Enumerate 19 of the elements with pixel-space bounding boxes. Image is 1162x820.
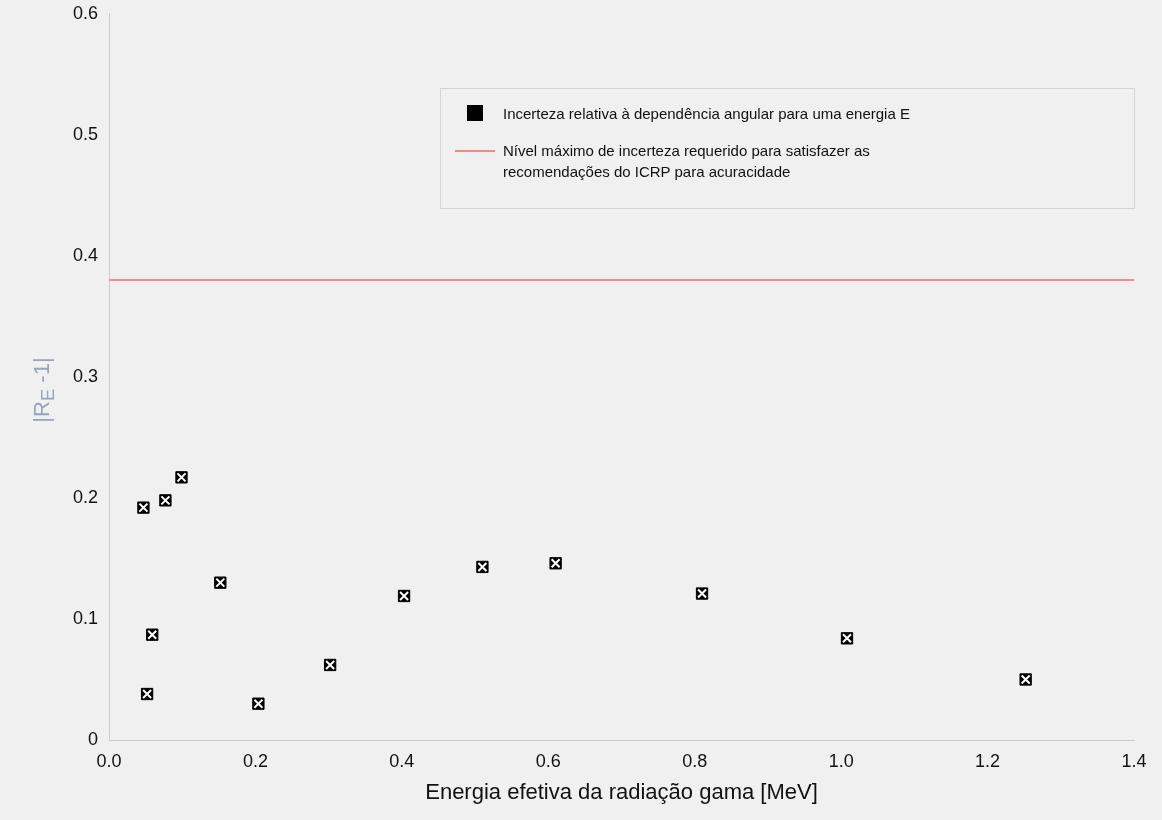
y-tick-label: 0.4 <box>72 244 99 265</box>
y-tick-label: 0.3 <box>72 365 99 386</box>
y-tick-label: 0.6 <box>72 2 99 23</box>
x-axis-title: Energia efetiva da radiação gama [MeV] <box>425 778 818 804</box>
y-tick-label: 0.5 <box>72 123 99 144</box>
x-tick-label: 1.4 <box>1121 750 1147 771</box>
x-tick-label: 0.2 <box>242 750 268 771</box>
legend-label: Nível máximo de incerteza requerido para satisfazer as recomendações do ICRP para acuracidade <box>503 141 871 182</box>
x-tick-label: 1.2 <box>975 750 1001 771</box>
y-tick-label: 0.2 <box>72 486 99 507</box>
y-tick-label: 0 <box>88 728 99 749</box>
x-tick-label: 1.0 <box>828 750 854 771</box>
legend-label: Incerteza relativa à dependência angular para uma energia E <box>503 104 910 124</box>
legend-frame: Incerteza relativa à dependência angular para uma energia E Nível máximo de incerteza requerido para satisfazer as recomendações do ICRP para acuracidade <box>440 88 1135 209</box>
x-tick-label: 0.6 <box>535 750 561 771</box>
x-tick-label: 0.8 <box>682 750 708 771</box>
x-tick-label: 0.4 <box>389 750 415 771</box>
x-tick-label: 0.0 <box>96 750 122 771</box>
y-tick-label: 0.1 <box>72 607 99 628</box>
